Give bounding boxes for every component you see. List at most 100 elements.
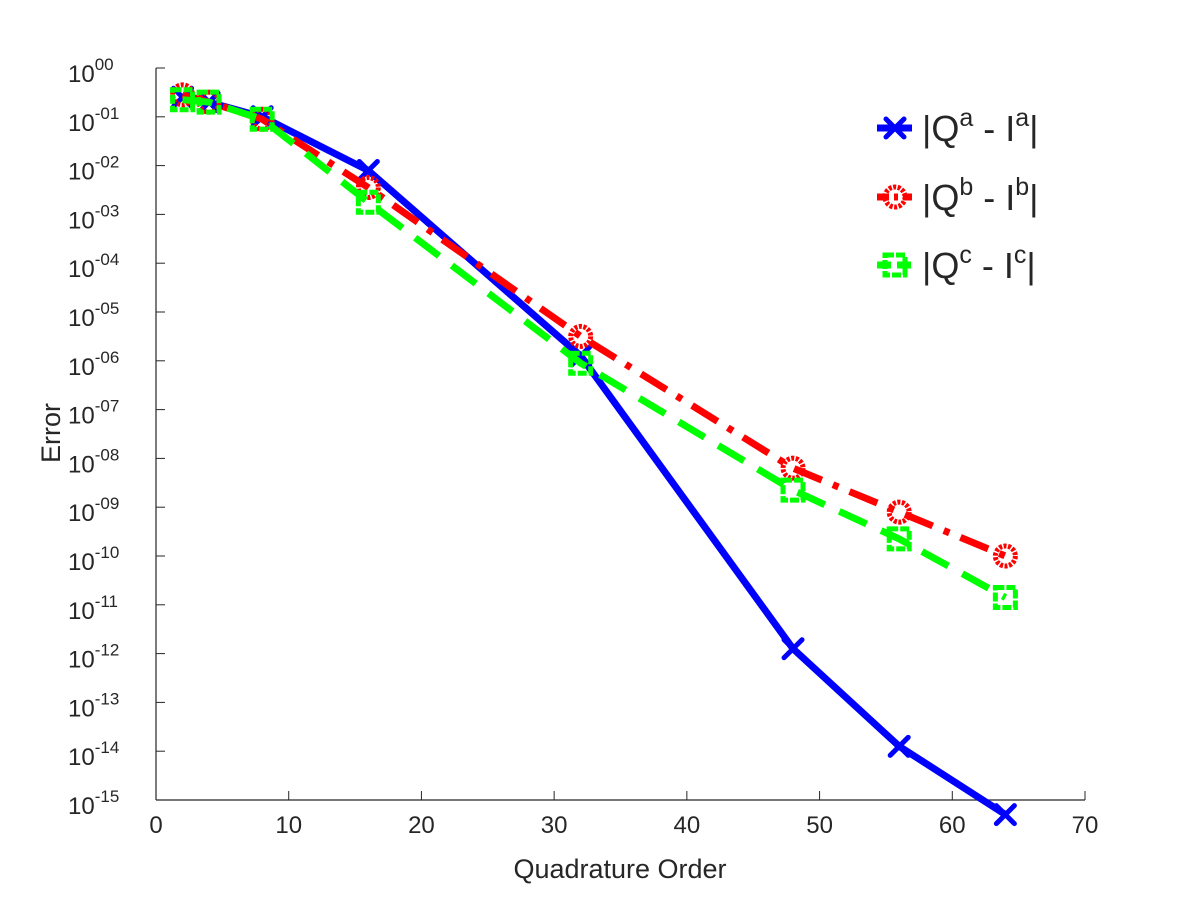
y-tick-label: 1000 bbox=[68, 55, 114, 88]
y-tick-base: 10 bbox=[68, 647, 95, 674]
data-point bbox=[170, 87, 196, 113]
axes bbox=[155, 67, 1086, 801]
x-tick-label: 60 bbox=[939, 812, 966, 839]
y-tick-label: 10-09 bbox=[68, 494, 119, 527]
y-tick-exponent: -08 bbox=[95, 445, 120, 464]
data-point bbox=[780, 477, 806, 503]
legend-label-part: b bbox=[959, 173, 973, 201]
y-tick-exponent: -05 bbox=[95, 299, 120, 318]
data-point bbox=[887, 734, 911, 758]
y-tick-label: 10-02 bbox=[68, 153, 119, 186]
legend-label-part: a bbox=[959, 104, 973, 132]
series-line bbox=[181, 91, 1007, 560]
x-tick-label: 10 bbox=[275, 812, 302, 839]
legend: |Qa - Ia||Qb - Ib||Qc - Ic| bbox=[877, 104, 1039, 286]
y-tick-label: 10-05 bbox=[68, 299, 119, 332]
data-point bbox=[249, 106, 275, 132]
y-tick-base: 10 bbox=[68, 305, 95, 332]
marker-stroke bbox=[356, 158, 380, 182]
data-point bbox=[196, 89, 222, 115]
y-tick-label: 10-10 bbox=[68, 543, 119, 576]
legend-label-part: - I bbox=[973, 108, 1015, 149]
legend-label-part: c bbox=[959, 241, 972, 269]
y-tick-exponent: -10 bbox=[95, 543, 120, 562]
data-point bbox=[355, 189, 381, 215]
series-2 bbox=[170, 82, 1018, 569]
y-tick-exponent: -13 bbox=[95, 689, 120, 708]
y-tick-base: 10 bbox=[68, 549, 95, 576]
y-tick-base: 10 bbox=[68, 354, 95, 381]
y-tick-exponent: -14 bbox=[95, 738, 120, 757]
y-tick-base: 10 bbox=[68, 110, 95, 137]
x-tick-label: 20 bbox=[408, 812, 435, 839]
legend-label-part: b bbox=[1015, 173, 1029, 201]
y-tick-exponent: -04 bbox=[95, 250, 120, 269]
y-tick-label: 10-12 bbox=[68, 641, 119, 674]
y-tick-base: 10 bbox=[68, 500, 95, 527]
y-tick-exponent: -12 bbox=[95, 641, 120, 660]
y-tick-base: 10 bbox=[68, 744, 95, 771]
data-point bbox=[992, 543, 1018, 569]
legend-label-part: |Q bbox=[922, 108, 959, 149]
legend-label: |Qa - Ia| bbox=[922, 104, 1039, 149]
marker-stroke bbox=[993, 803, 1017, 827]
data-point bbox=[568, 323, 594, 349]
y-tick-exponent: 00 bbox=[95, 55, 114, 74]
legend-label: |Qc - Ic| bbox=[922, 241, 1036, 286]
y-tick-exponent: -15 bbox=[95, 787, 120, 806]
series-line bbox=[181, 93, 1008, 818]
legend-label-part: | bbox=[1026, 245, 1035, 286]
y-tick-base: 10 bbox=[68, 207, 95, 234]
y-tick-exponent: -02 bbox=[95, 153, 120, 172]
legend-entry-2: |Qb - Ib| bbox=[877, 173, 1039, 218]
legend-label-part: | bbox=[1029, 108, 1038, 149]
data-point bbox=[886, 499, 912, 525]
data-point bbox=[781, 637, 805, 661]
y-tick-exponent: -07 bbox=[95, 397, 120, 416]
y-tick-label: 10-13 bbox=[68, 689, 119, 722]
y-tick-exponent: -11 bbox=[95, 592, 118, 611]
legend-label-part: a bbox=[1015, 104, 1029, 132]
marker-stroke bbox=[781, 637, 805, 661]
y-tick-label: 10-07 bbox=[68, 397, 119, 430]
data-point bbox=[993, 803, 1017, 827]
y-tick-base: 10 bbox=[68, 451, 95, 478]
y-tick-base: 10 bbox=[68, 793, 95, 820]
marker-stroke bbox=[883, 116, 907, 140]
x-tick-label: 30 bbox=[541, 812, 568, 839]
legend-label-part: - I bbox=[973, 177, 1015, 218]
data-point bbox=[886, 526, 912, 552]
marker-stroke bbox=[887, 734, 911, 758]
y-tick-label: 10-01 bbox=[68, 104, 119, 137]
series-3 bbox=[170, 87, 1018, 610]
y-tick-base: 10 bbox=[68, 61, 95, 88]
y-tick-label: 10-03 bbox=[68, 201, 119, 234]
x-tick-label: 40 bbox=[674, 812, 701, 839]
legend-marker bbox=[883, 116, 907, 140]
y-tick-base: 10 bbox=[68, 403, 95, 430]
y-tick-base: 10 bbox=[68, 159, 95, 186]
legend-label-part: | bbox=[1029, 177, 1038, 218]
y-tick-exponent: -09 bbox=[95, 494, 120, 513]
y-tick-exponent: -03 bbox=[95, 201, 120, 220]
data-point bbox=[355, 175, 381, 201]
y-tick-label: 10-04 bbox=[68, 250, 119, 283]
y-tick-exponent: -01 bbox=[95, 104, 120, 123]
tick-labels: 0 10 20 30 40 50 60 7010-1510-1410-1310-1210-11… bbox=[68, 55, 1098, 839]
legend-label-part: - I bbox=[972, 245, 1014, 286]
x-axis-label: Quadrature Order bbox=[513, 854, 726, 884]
y-tick-base: 10 bbox=[68, 695, 95, 722]
legend-marker bbox=[882, 252, 908, 278]
legend-entry-1: |Qa - Ia| bbox=[877, 104, 1039, 149]
legend-label: |Qb - Ib| bbox=[922, 173, 1039, 218]
y-tick-label: 10-06 bbox=[68, 348, 119, 381]
y-axis-label: Error bbox=[36, 403, 66, 463]
data-point bbox=[992, 584, 1018, 610]
y-tick-base: 10 bbox=[68, 256, 95, 283]
y-tick-label: 10-08 bbox=[68, 445, 119, 478]
legend-label-part: c bbox=[1014, 241, 1027, 269]
x-tick-label: 70 bbox=[1072, 812, 1099, 839]
data-point bbox=[780, 455, 806, 481]
y-tick-label: 10-11 bbox=[68, 592, 118, 625]
